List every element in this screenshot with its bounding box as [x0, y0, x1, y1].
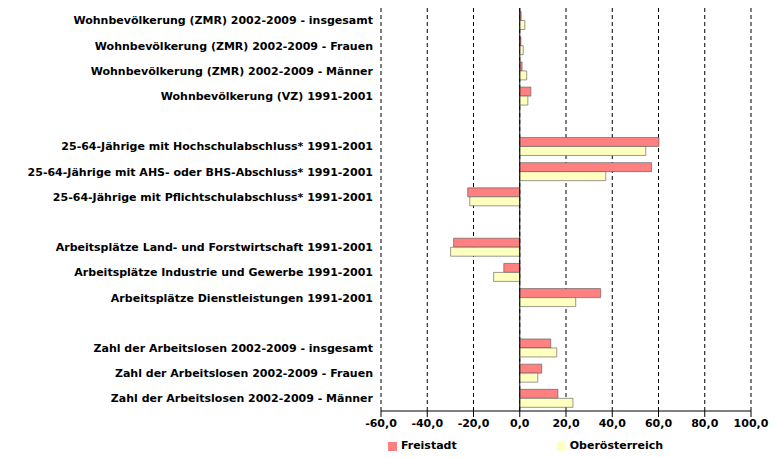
svg-text:0,0: 0,0: [510, 417, 530, 430]
svg-text:Wohnbevölkerung (ZMR) 2002-200: Wohnbevölkerung (ZMR) 2002-2009 - insges…: [73, 14, 373, 27]
svg-text:20,0: 20,0: [552, 417, 579, 430]
svg-text:Wohnbevölkerung (ZMR) 2002-200: Wohnbevölkerung (ZMR) 2002-2009 - Männer: [91, 65, 374, 78]
svg-text:Wohnbevölkerung (ZMR) 2002-200: Wohnbevölkerung (ZMR) 2002-2009 - Frauen: [95, 40, 373, 53]
svg-text:80,0: 80,0: [691, 417, 718, 430]
svg-text:-40,0: -40,0: [411, 417, 443, 430]
svg-text:Zahl der Arbeitslosen 2002-200: Zahl der Arbeitslosen 2002-2009 - Männer: [111, 392, 374, 405]
svg-text:Arbeitsplätze Land- und Forstw: Arbeitsplätze Land- und Forstwirtschaft …: [56, 241, 373, 254]
svg-text:Zahl der Arbeitslosen 2002-200: Zahl der Arbeitslosen 2002-2009 - Frauen: [115, 367, 373, 380]
svg-text:25-64-Jährige mit Pflichtschul: 25-64-Jährige mit Pflichtschulabschluss*…: [53, 191, 373, 204]
svg-text:25-64-Jährige mit Hochschulabs: 25-64-Jährige mit Hochschulabschluss* 19…: [61, 140, 373, 153]
html-text:Oberösterreich: Oberösterreich: [569, 439, 664, 452]
svg-text:Zahl der Arbeitslosen 2002-200: Zahl der Arbeitslosen 2002-2009 - insges…: [94, 342, 373, 355]
svg-text:40,0: 40,0: [599, 417, 626, 430]
svg-text:60,0: 60,0: [645, 417, 672, 430]
svg-text:100,0: 100,0: [734, 417, 769, 430]
html-text:Freistadt: Freistadt: [400, 439, 457, 452]
svg-text:Arbeitsplätze Industrie und Ge: Arbeitsplätze Industrie und Gewerbe 1991…: [74, 266, 373, 279]
svg-text:Arbeitsplätze Dienstleistungen: Arbeitsplätze Dienstleistungen 1991-2001: [111, 292, 373, 305]
svg-text:Wohnbevölkerung (VZ) 1991-2001: Wohnbevölkerung (VZ) 1991-2001: [161, 90, 373, 103]
svg-text:-20,0: -20,0: [458, 417, 490, 430]
svg-text:-60,0: -60,0: [365, 417, 397, 430]
svg-text:25-64-Jährige mit AHS- oder BH: 25-64-Jährige mit AHS- oder BHS-Abschlus…: [28, 166, 373, 179]
